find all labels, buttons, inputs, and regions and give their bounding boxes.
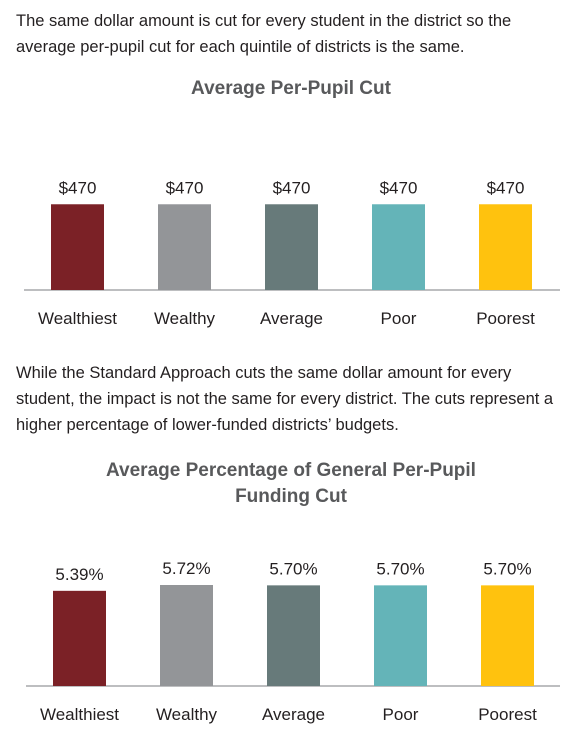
- chart-2-value-label-average: 5.70%: [269, 559, 317, 578]
- chart-2-bar-average: [267, 585, 320, 686]
- chart-2-bar-poorest: [481, 585, 534, 686]
- chart-2-category-label-poorest: Poorest: [478, 705, 537, 724]
- chart-2-percentage-cut: 5.39% Wealthiest 5.72% Wealthy 5.70% Average 5…: [26, 559, 560, 724]
- chart-2-bar-wealthiest: [53, 590, 106, 686]
- chart-2-bar-poor: [374, 585, 427, 686]
- chart-2-value-label-wealthiest: 5.39%: [55, 565, 103, 584]
- chart-1-value-label-wealthiest: $470: [59, 178, 97, 197]
- chart-1-value-label-poor: $470: [380, 178, 418, 197]
- chart-1-category-label-wealthiest: Wealthiest: [38, 309, 117, 328]
- chart-1-category-label-poorest: Poorest: [476, 309, 535, 328]
- chart-1-bar-wealthiest: [51, 204, 104, 290]
- chart-1-title: Average Per-Pupil Cut: [191, 78, 391, 99]
- chart-2-category-label-poor: Poor: [383, 705, 419, 724]
- chart-1-bar-poorest: [479, 204, 532, 290]
- intro-paragraph: The same dollar amount is cut for every …: [16, 12, 512, 56]
- middle-paragraph: While the Standard Approach cuts the sam…: [16, 364, 554, 434]
- chart-2-title-line-2: Funding Cut: [235, 486, 347, 507]
- chart-2-category-label-average: Average: [262, 705, 325, 724]
- chart-1-value-label-average: $470: [273, 178, 311, 197]
- chart-1-value-label-poorest: $470: [487, 178, 525, 197]
- chart-2-value-label-poor: 5.70%: [376, 559, 424, 578]
- chart-2-category-label-wealthy: Wealthy: [156, 705, 218, 724]
- chart-1-bar-poor: [372, 204, 425, 290]
- chart-2-value-label-poorest: 5.70%: [483, 559, 531, 578]
- chart-1-category-label-average: Average: [260, 309, 323, 328]
- chart-2-value-label-wealthy: 5.72%: [162, 559, 210, 578]
- chart-1-bar-average: [265, 204, 318, 290]
- chart-1-per-pupil-cut: $470 Wealthiest $470 Wealthy $470 Average $470…: [24, 178, 560, 328]
- chart-2-title: Average Percentage of General Per-Pupil …: [0, 458, 582, 510]
- chart-1-value-label-wealthy: $470: [166, 178, 204, 197]
- chart-1-bar-wealthy: [158, 204, 211, 290]
- chart-2-bar-wealthy: [160, 585, 213, 686]
- chart-2-category-label-wealthiest: Wealthiest: [40, 705, 119, 724]
- chart-1-category-label-poor: Poor: [381, 309, 417, 328]
- chart-1-category-label-wealthy: Wealthy: [154, 309, 216, 328]
- chart-2-title-line-1: Average Percentage of General Per-Pupil: [106, 460, 476, 481]
